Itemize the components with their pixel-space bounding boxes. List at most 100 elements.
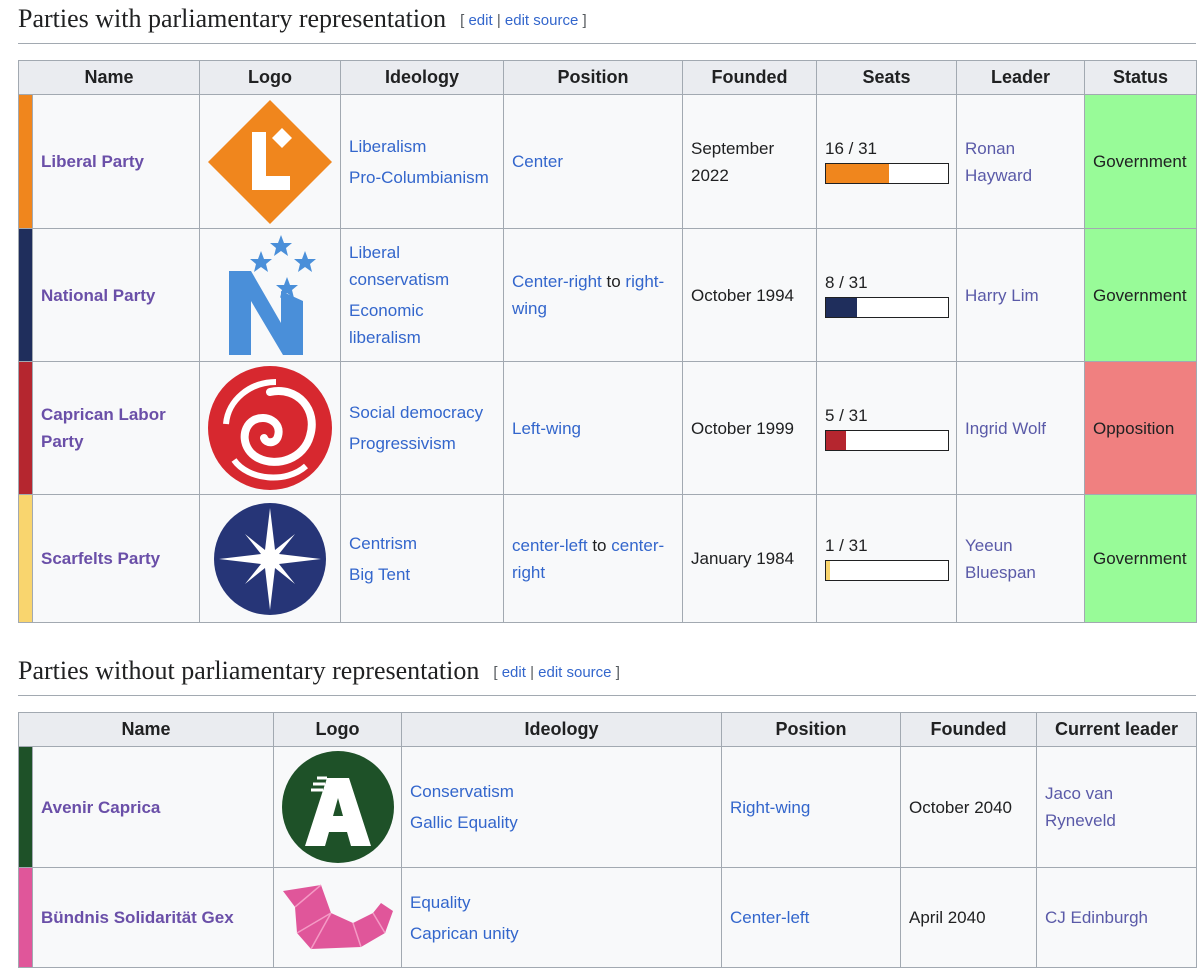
logo-cell: [199, 361, 341, 495]
founded-cell: October 1999: [682, 361, 817, 495]
founded-cell: October 1994: [682, 228, 817, 362]
column-header: Ideology: [401, 712, 722, 747]
ideology-cell: Conservatism Gallic Equality: [401, 746, 722, 868]
header-row: Name Logo Ideology Position Founded Seats Lead…: [18, 60, 1197, 95]
leader-link[interactable]: Yeeun Bluespan: [965, 535, 1036, 582]
seats-bar: [825, 163, 949, 184]
name-cell: Liberal Party: [32, 94, 200, 229]
party-name[interactable]: Avenir Caprica: [41, 797, 161, 817]
leader-link[interactable]: Ingrid Wolf: [965, 418, 1046, 438]
column-header: Logo: [273, 712, 402, 747]
ideology-link[interactable]: Economic liberalism: [349, 301, 424, 347]
ideology-link[interactable]: Centrism: [349, 533, 418, 553]
ideology-link[interactable]: Pro-Columbianism: [349, 167, 489, 187]
position-cell: Right-wing: [721, 746, 901, 868]
table-head: Name Logo Ideology Position Founded Current l…: [18, 712, 1197, 747]
edit-link[interactable]: edit: [501, 664, 526, 681]
logo-stars: [250, 235, 316, 298]
position-link[interactable]: Right-wing: [730, 797, 811, 817]
header-row: Name Logo Ideology Position Founded Current l…: [18, 712, 1197, 747]
party-name[interactable]: Liberal Party: [41, 152, 144, 171]
leader-link[interactable]: Ronan Hayward: [965, 138, 1033, 185]
edit-punct: ]: [615, 664, 620, 681]
seats-label: 1 / 31: [825, 536, 868, 555]
position-link[interactable]: right-wing: [512, 272, 665, 318]
position-link[interactable]: Left-wing: [512, 418, 581, 438]
party-row: National Party Liberal conservatism Econom…: [18, 228, 1197, 362]
leader-link[interactable]: CJ Edinburgh: [1045, 908, 1149, 927]
edit-punct: |: [530, 664, 534, 681]
party-name[interactable]: Bündnis Solidarität Gex: [41, 908, 234, 927]
party-color: [18, 94, 33, 229]
leader-cell: Harry Lim: [956, 228, 1085, 362]
logo-cell: [273, 867, 402, 968]
edit-link[interactable]: edit source: [538, 664, 612, 681]
logo: [214, 502, 326, 615]
position-text: to: [592, 535, 607, 555]
party-color: [18, 361, 33, 495]
party-name[interactable]: National Party: [41, 285, 156, 305]
logo-shape: [294, 883, 386, 949]
party-name[interactable]: Scarfelts Party: [41, 549, 161, 568]
name-cell: National Party: [32, 228, 200, 362]
table-body: Liberal Party Liberalism Pro-Columbianism C…: [18, 94, 1197, 623]
party-row: Liberal Party Liberalism Pro-Columbianism C…: [18, 94, 1197, 229]
logo-shape: [281, 751, 394, 863]
party-name[interactable]: Caprican Labor Party: [41, 405, 166, 451]
ideology-item: Gallic Equality: [410, 809, 713, 836]
position-link[interactable]: Center-left: [730, 908, 810, 927]
status-cell: Government: [1084, 494, 1197, 623]
party-row: Avenir Caprica Conservatism Gallic Equalit…: [18, 746, 1197, 868]
leader-cell: Ingrid Wolf: [956, 361, 1085, 495]
position-cell: Center-left: [721, 867, 901, 968]
seats-label: 8 / 31: [825, 272, 868, 292]
position-link[interactable]: center-right: [512, 535, 665, 582]
leader-cell: Yeeun Bluespan: [956, 494, 1085, 623]
name-cell: Avenir Caprica: [32, 746, 274, 868]
leader-link[interactable]: Harry Lim: [965, 285, 1039, 305]
ideology-link[interactable]: Caprican unity: [410, 923, 519, 943]
logo-shape: [240, 387, 316, 466]
logo-shape: [304, 778, 371, 846]
ideology-link[interactable]: Equality: [410, 892, 471, 912]
ideology-link[interactable]: Conservatism: [410, 782, 514, 801]
logo-shape: [223, 379, 277, 425]
party-table: Name Logo Ideology Position Founded Seats Lead…: [18, 60, 1197, 623]
seats-bar: [825, 429, 949, 451]
ideology-cell: Liberalism Pro-Columbianism: [340, 94, 504, 229]
edit-link[interactable]: edit source: [504, 12, 579, 29]
founded-cell: January 1984: [682, 494, 817, 623]
position-link[interactable]: center-left: [512, 535, 588, 555]
logo: [229, 235, 316, 355]
table-body: Avenir Caprica Conservatism Gallic Equalit…: [18, 746, 1197, 968]
ideology-link[interactable]: Progressivism: [349, 434, 456, 453]
ideology-link[interactable]: Liberalism: [349, 136, 427, 156]
logo-shape: [208, 99, 332, 224]
edit-punct: [: [460, 12, 465, 29]
ideology-link[interactable]: Gallic Equality: [410, 813, 518, 832]
logo: [208, 99, 332, 224]
logo: [282, 883, 393, 949]
ideology-item: Centrism: [349, 530, 495, 557]
founded-cell: April 2040: [900, 867, 1037, 968]
heading-text: Parties with parliamentary representatio…: [18, 4, 447, 33]
column-header: Seats: [816, 60, 957, 95]
ideology-link[interactable]: Liberal conservatism: [349, 243, 450, 289]
party-row: Bündnis Solidarität Gex Equality Caprican …: [18, 867, 1197, 968]
leader-link[interactable]: Jaco van Ryneveld: [1045, 784, 1116, 830]
ideology-link[interactable]: Social democracy: [349, 403, 484, 422]
ideology-item: Social democracy: [349, 399, 495, 426]
position-cell: Center-right to right-wing: [503, 228, 683, 362]
ideology-item: Equality: [410, 889, 713, 916]
position-link[interactable]: Center-right: [512, 272, 602, 291]
logo-shape: [282, 884, 393, 949]
ideology-item: Conservatism: [410, 778, 713, 805]
column-header: Position: [503, 60, 683, 95]
seats-fill: [826, 430, 846, 450]
ideology-link[interactable]: Big Tent: [349, 564, 411, 584]
edit-link[interactable]: edit: [468, 12, 493, 29]
party-table: Name Logo Ideology Position Founded Current l…: [18, 712, 1197, 968]
position-link[interactable]: Center: [512, 152, 564, 171]
